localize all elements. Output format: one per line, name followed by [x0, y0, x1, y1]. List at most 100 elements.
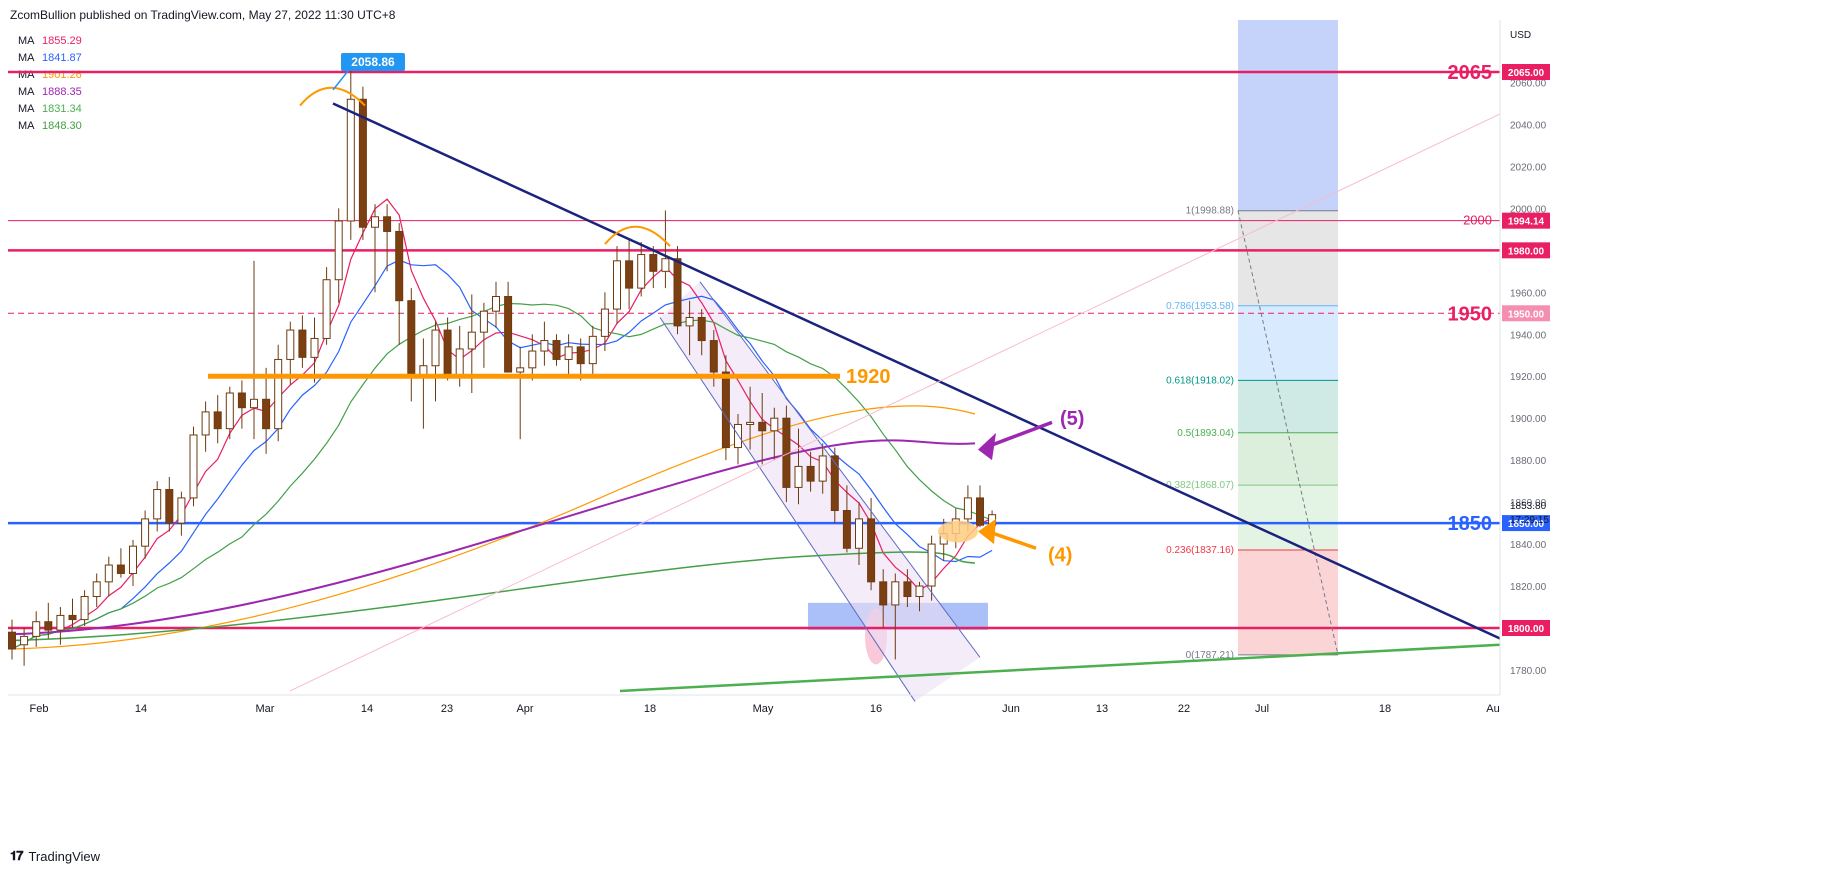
candle-body: [697, 316, 706, 342]
level-label: 2065: [1448, 62, 1493, 84]
faint-trend-line: [289, 113, 1501, 692]
peak-callout-text: 2058.86: [351, 55, 395, 69]
candle-body: [44, 621, 53, 631]
candle-body: [334, 220, 343, 281]
candle-body: [855, 518, 863, 549]
fib-trend-line: [1237, 210, 1339, 655]
fib-level-label: 0.5(1893.04): [1177, 428, 1234, 439]
fib-top-zone: [1238, 20, 1338, 211]
candle-body: [734, 423, 742, 449]
candle-body: [189, 434, 198, 499]
candle-body: [455, 348, 464, 377]
price-tag: [1502, 515, 1550, 532]
y-tick-label: 2060.00: [1510, 78, 1547, 89]
price-tag-label: 1850.00: [1508, 519, 1545, 530]
ma-label: MA: [18, 86, 35, 98]
candle-body: [564, 346, 573, 360]
arrow-4-head: [978, 518, 996, 545]
candle-body: [600, 308, 609, 337]
candle-body: [141, 518, 150, 547]
candle-body: [68, 614, 77, 621]
candle-body: [286, 329, 295, 360]
fib-level-label: 0.786(1953.58): [1166, 301, 1234, 312]
candle-body: [80, 596, 89, 621]
candle-body: [104, 564, 113, 583]
candle-body: [867, 518, 876, 583]
candle-body: [613, 260, 621, 310]
descending-channel: [660, 281, 980, 702]
ma-label: MA: [18, 103, 35, 115]
candle-body: [395, 230, 404, 302]
candle-body: [818, 455, 827, 482]
ma-fast-line: [11, 198, 993, 650]
fib-level-label: 0.382(1868.07): [1166, 480, 1234, 491]
candle-body: [637, 254, 646, 289]
level-label: 2000: [1463, 213, 1492, 228]
x-tick-label: 13: [1096, 703, 1108, 715]
price-tag-label: 1800.00: [1508, 624, 1545, 635]
support-1920-label: 1920: [846, 366, 891, 388]
fib-zone: [1238, 380, 1338, 433]
candle-body: [492, 295, 500, 312]
price-tag: [1502, 620, 1550, 636]
y-tick-label: 2040.00: [1510, 120, 1547, 131]
ma-label: MA: [18, 35, 35, 47]
candle-body: [588, 335, 597, 365]
candle-body: [976, 497, 984, 526]
footer-brand-label: TradingView: [28, 848, 101, 864]
candle-body: [20, 635, 29, 646]
candle-body: [407, 300, 416, 377]
candle-body: [758, 421, 767, 432]
price-tag-label: 2065.00: [1508, 68, 1545, 79]
y-tick-label: 1900.00: [1510, 414, 1547, 425]
channel-lower-line: [659, 317, 916, 702]
candle-body: [625, 260, 634, 289]
candle-body: [92, 581, 101, 598]
candle-body: [685, 316, 694, 327]
candle-body: [165, 489, 174, 524]
candle-body: [915, 585, 924, 598]
top-arc: [299, 86, 366, 107]
price-tag-label: 1980.00: [1508, 246, 1545, 257]
fib-level-label: 0.618(1918.02): [1166, 375, 1234, 386]
ma-value: 1831.34: [42, 103, 82, 115]
y-tick-label: 1820.00: [1510, 582, 1547, 593]
current-price-label: 1853.80: [1510, 501, 1547, 512]
fib-zone: [1238, 485, 1338, 551]
ma-row-2: MA 1841.87: [18, 50, 82, 67]
candle-body: [552, 340, 561, 360]
x-tick-label: 14: [135, 703, 147, 715]
x-tick-label: Au: [1486, 703, 1499, 715]
candle-body: [540, 340, 549, 352]
uptrend-line: [619, 643, 1501, 693]
ma-20-line: [11, 302, 993, 650]
candle-body: [891, 581, 900, 606]
candle-body: [358, 98, 367, 228]
y-tick-label: 1940.00: [1510, 330, 1547, 341]
candle-body: [225, 392, 234, 430]
x-tick-label: 18: [1379, 703, 1391, 715]
candle-body: [443, 329, 452, 377]
candle-body: [467, 331, 476, 350]
y-tick-label: 2020.00: [1510, 162, 1547, 173]
fib-level-label: 1(1998.88): [1186, 206, 1234, 217]
x-tick-label: Jul: [1255, 703, 1269, 715]
candle-body: [322, 279, 331, 339]
y-tick-label: 1880.00: [1510, 456, 1547, 467]
y-tick-label: 1780.00: [1510, 666, 1547, 677]
candle-body: [250, 398, 258, 409]
ma-row-5: MA 1831.34: [18, 101, 82, 118]
ma-label: MA: [18, 120, 35, 132]
x-tick-label: 16: [870, 703, 882, 715]
candle-body: [649, 254, 658, 272]
candle-body: [346, 98, 355, 222]
y-tick-label: 1860.00: [1510, 498, 1547, 509]
candle-body: [129, 545, 137, 574]
ma-value: 1855.29: [42, 35, 82, 47]
ma-value: 1841.87: [42, 52, 82, 64]
footer-brand[interactable]: 𝟏𝟕 TradingView: [10, 848, 100, 864]
candle-body: [528, 350, 537, 369]
ma-row-6: MA 1848.30: [18, 118, 82, 135]
y-tick-label: 2000.00: [1510, 204, 1547, 215]
